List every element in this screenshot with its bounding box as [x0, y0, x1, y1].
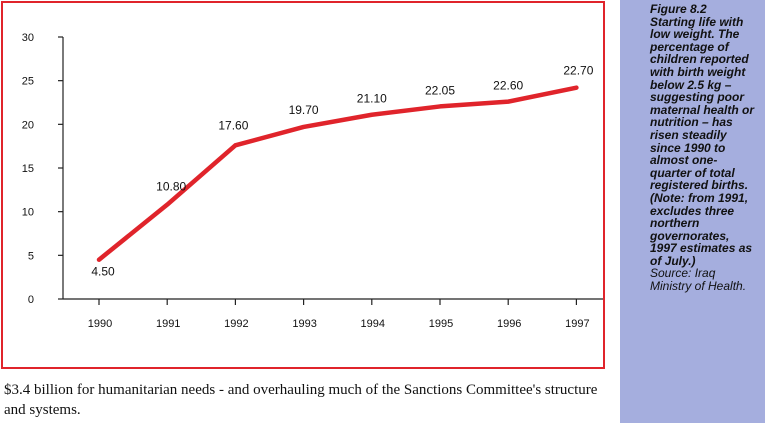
y-tick-label: 10: [22, 207, 34, 219]
data-label: 10.80: [156, 180, 186, 194]
caption-text: Starting life with low weight. The perce…: [650, 14, 755, 268]
series-line: [96, 85, 579, 262]
source-line-2: Ministry of Health.: [650, 279, 747, 294]
source-line-1: Source: Iraq: [650, 266, 716, 281]
x-tick-label: 1992: [224, 318, 248, 330]
line-chart: 0 5 10 15 20 25 30 1990 1991 1992 1993 1994 1995 1996…: [22, 32, 603, 330]
x-tick-label: 1997: [565, 318, 589, 330]
data-label: 21.10: [357, 92, 387, 106]
body-text: $3.4 billion for humanitarian needs - an…: [4, 382, 598, 418]
y-tick-label: 0: [28, 294, 34, 306]
x-tick-label: 1991: [156, 318, 180, 330]
y-tick-label: 30: [22, 32, 34, 44]
sidebar: Figure 8.2 Starting life with low weight.…: [620, 0, 765, 423]
data-label: 22.60: [493, 79, 523, 93]
x-tick-label: 1995: [429, 318, 453, 330]
data-label: 17.60: [218, 118, 248, 132]
data-label: 4.50: [91, 265, 115, 279]
y-tick-label: 25: [22, 76, 34, 88]
source-note: Source: Iraq Ministry of Health.: [650, 267, 757, 293]
figure-caption: Figure 8.2 Starting life with low weight.…: [650, 3, 757, 267]
x-tick-label: 1994: [361, 318, 385, 330]
y-tick-label: 20: [22, 119, 34, 131]
data-label: 22.70: [563, 64, 593, 78]
y-tick-label: 5: [28, 250, 34, 262]
data-label: 22.05: [425, 83, 455, 97]
x-tick-label: 1993: [292, 318, 316, 330]
x-tick-label: 1996: [497, 318, 521, 330]
figure-label: Figure 8.2: [650, 2, 707, 16]
data-label: 19.70: [289, 103, 319, 117]
y-tick-label: 15: [22, 163, 34, 175]
chart-frame: 0 5 10 15 20 25 30 1990 1991 1992 1993 1994 1995 1996…: [1, 1, 605, 369]
x-tick-label: 1990: [88, 318, 112, 330]
